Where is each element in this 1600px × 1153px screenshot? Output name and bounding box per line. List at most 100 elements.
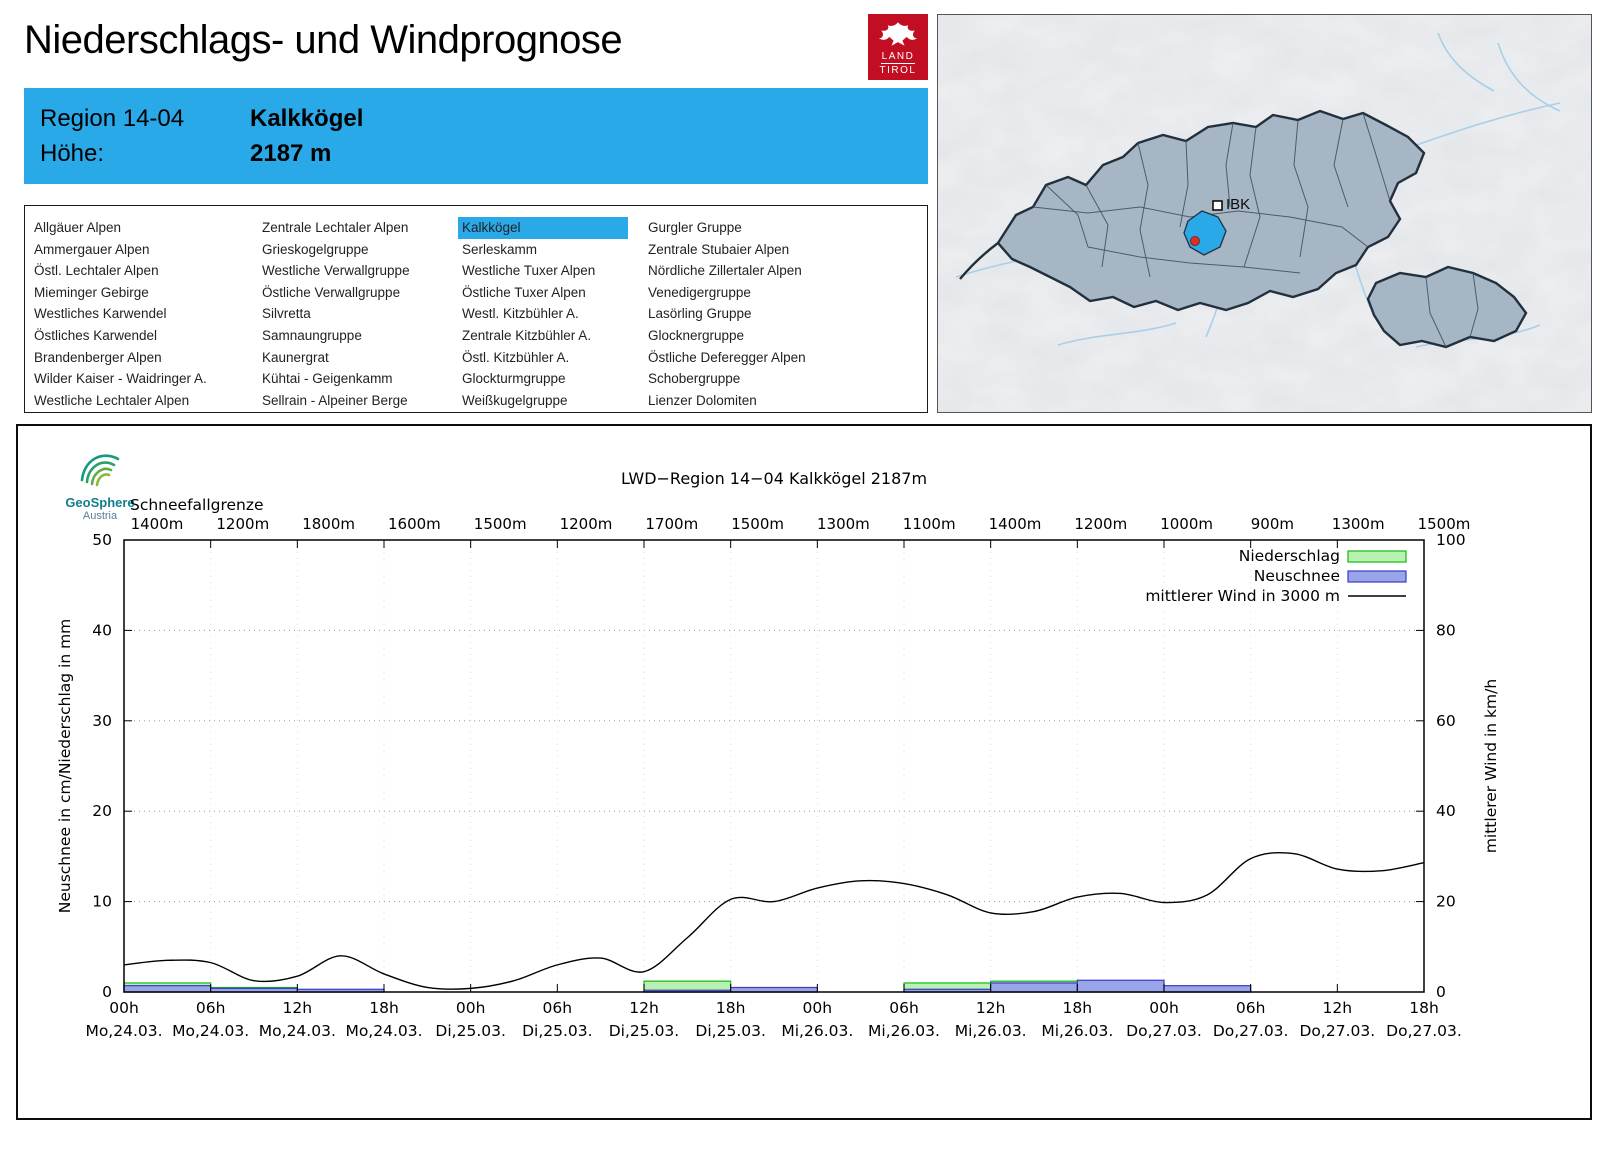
svg-text:18h: 18h (369, 999, 399, 1017)
region-list-item[interactable]: Lasörling Gruppe (648, 306, 752, 322)
chart-frame (123, 539, 1425, 993)
region-list-item[interactable]: Westliches Karwendel (34, 306, 167, 322)
svg-text:1500m: 1500m (731, 515, 784, 533)
svg-text:12h: 12h (976, 999, 1006, 1017)
region-list-item[interactable]: Westliche Verwallgruppe (262, 263, 410, 279)
region-list-item[interactable]: Östliches Karwendel (34, 327, 158, 343)
svg-text:Do,27.03.: Do,27.03. (1213, 1022, 1289, 1040)
region-label: Region 14-04 (40, 105, 185, 132)
region-list-column: Allgäuer Alpen Ammergauer Alpen Östl. Lech… (34, 217, 262, 412)
region-list-column: Gurgler Gruppe Zentrale Stubaier Alpen Nör… (648, 217, 919, 412)
svg-text:Do,27.03.: Do,27.03. (1126, 1022, 1202, 1040)
region-list-item[interactable]: Westliche Lechtaler Alpen (34, 392, 190, 408)
svg-text:Mi,26.03.: Mi,26.03. (781, 1022, 853, 1040)
geosphere-swirl-icon (80, 454, 120, 487)
region-list-item[interactable]: Östl. Kitzbühler A. (462, 349, 570, 365)
tirol-region-map[interactable]: IBK (937, 14, 1592, 413)
svg-text:Mo,24.03.: Mo,24.03. (172, 1022, 249, 1040)
ibk-marker (1212, 200, 1223, 211)
altitude-value: 2187 m (250, 140, 332, 167)
chart-title: LWD−Region 14−04 Kalkkögel 2187m (621, 469, 927, 488)
region-list-item[interactable]: Westliche Tuxer Alpen (462, 263, 596, 279)
svg-text:1500m: 1500m (474, 515, 527, 533)
region-list-item[interactable]: Östliche Deferegger Alpen (648, 349, 806, 365)
region-name: Kalkkögel (250, 105, 364, 132)
svg-text:Do,27.03.: Do,27.03. (1300, 1022, 1376, 1040)
svg-text:20: 20 (92, 802, 112, 820)
region-list-item[interactable]: Allgäuer Alpen (34, 220, 122, 235)
svg-text:900m: 900m (1251, 515, 1294, 533)
y-axis-right-title: mittlerer Wind in km/h (1482, 679, 1500, 853)
region-list-item[interactable]: Kühtai - Geigenkamm (262, 371, 393, 387)
svg-text:1200m: 1200m (216, 515, 269, 533)
region-list-item[interactable]: Ammergauer Alpen (34, 241, 150, 257)
svg-text:12h: 12h (629, 999, 659, 1017)
region-list-item[interactable]: Östl. Lechtaler Alpen (34, 263, 159, 279)
land-tirol-logo: LAND TIROL (868, 14, 928, 80)
region-list-item[interactable]: Östliche Verwallgruppe (262, 284, 401, 300)
svg-text:Di,25.03.: Di,25.03. (695, 1022, 765, 1040)
svg-text:06h: 06h (889, 999, 919, 1017)
snowline-label: Schneefallgrenze (130, 496, 264, 514)
svg-text:06h: 06h (1236, 999, 1266, 1017)
region-list-item[interactable]: Samnaungruppe (262, 327, 362, 343)
svg-text:30: 30 (92, 712, 112, 730)
region-list-item[interactable]: Silvretta (262, 306, 311, 322)
svg-text:100: 100 (1436, 531, 1466, 549)
region-list: Allgäuer Alpen Ammergauer Alpen Östl. Lech… (24, 205, 928, 413)
svg-text:18h: 18h (1409, 999, 1439, 1017)
geosphere-logo: GeoSphere Austria (52, 446, 148, 523)
region-list-item[interactable]: Gurgler Gruppe (648, 220, 742, 235)
snowline-values: 1400m 1200m 1800m 1600m 1500m 1200m 1700m 1500m… (131, 515, 1471, 533)
svg-text:00h: 00h (109, 999, 139, 1017)
svg-text:Neuschnee: Neuschnee (1254, 567, 1340, 585)
svg-text:1300m: 1300m (1332, 515, 1385, 533)
region-list-item[interactable]: Glocknergruppe (648, 327, 745, 343)
region-list-item[interactable]: Sellrain - Alpeiner Berge (262, 392, 408, 408)
region-list-item[interactable]: Venedigergruppe (648, 284, 751, 300)
svg-text:Mo,24.03.: Mo,24.03. (85, 1022, 162, 1040)
land-tirol-text-land: LAND (881, 51, 915, 62)
altitude-label: Höhe: (40, 140, 105, 167)
x-axis-labels: 00h Mo,24.03. 06h Mo,24.03. 12h Mo,24.03. 18h M… (85, 999, 1461, 1040)
region-list-item[interactable]: Wilder Kaiser - Waidringer A. (34, 371, 207, 387)
svg-text:10: 10 (92, 893, 112, 911)
region-list-item[interactable]: Grieskogelgruppe (262, 241, 369, 257)
region-list-item[interactable]: Schobergruppe (648, 371, 741, 387)
region-list-item[interactable]: Glockturmgruppe (462, 371, 566, 387)
svg-text:Niederschlag: Niederschlag (1239, 547, 1340, 565)
svg-text:0: 0 (1436, 983, 1446, 1001)
chart-legend: Niederschlag Neuschnee mittlerer Wind in 3… (1145, 547, 1407, 605)
svg-text:1700m: 1700m (645, 515, 698, 533)
region-list-item-selected[interactable]: Kalkkögel (458, 217, 628, 239)
region-list-item[interactable]: Serleskamm (462, 241, 538, 257)
region-list-item[interactable]: Weißkugelgruppe (462, 392, 568, 408)
svg-text:1400m: 1400m (131, 515, 184, 533)
svg-text:00h: 00h (1149, 999, 1179, 1017)
svg-text:Do,27.03.: Do,27.03. (1386, 1022, 1462, 1040)
svg-text:20: 20 (1436, 893, 1456, 911)
region-list-item[interactable]: Lienzer Dolomiten (648, 392, 757, 408)
svg-text:1300m: 1300m (817, 515, 870, 533)
svg-text:50: 50 (92, 531, 112, 549)
svg-text:1800m: 1800m (302, 515, 355, 533)
region-list-item[interactable]: Zentrale Kitzbühler A. (462, 327, 592, 343)
svg-text:40: 40 (1436, 802, 1456, 820)
region-list-item[interactable]: Mieminger Gebirge (34, 284, 149, 300)
svg-text:12h: 12h (1323, 999, 1353, 1017)
y-axis-right-tick-labels: 0 20 40 60 80 100 (1436, 531, 1466, 1001)
region-list-item[interactable]: Kaunergrat (262, 349, 329, 365)
svg-text:mittlerer Wind in 3000 m: mittlerer Wind in 3000 m (1145, 587, 1340, 605)
y-axis-left-tick-labels: 0 10 20 30 40 50 (92, 531, 112, 1001)
region-list-item[interactable]: Östliche Tuxer Alpen (462, 284, 586, 300)
region-header: Region 14-04 Kalkkögel Höhe: 2187 m (24, 88, 928, 184)
region-list-item[interactable]: Brandenberger Alpen (34, 349, 162, 365)
region-list-item[interactable]: Zentrale Lechtaler Alpen (262, 220, 409, 235)
region-list-item[interactable]: Zentrale Stubaier Alpen (648, 241, 790, 257)
svg-text:1200m: 1200m (1074, 515, 1127, 533)
region-list-column: Kalkkögel Serleskamm Westliche Tuxer Alpen… (458, 217, 648, 412)
region-list-item[interactable]: Westl. Kitzbühler A. (462, 306, 579, 322)
svg-text:18h: 18h (1063, 999, 1093, 1017)
region-list-item[interactable]: Nördliche Zillertaler Alpen (648, 263, 802, 279)
svg-text:0: 0 (102, 983, 112, 1001)
